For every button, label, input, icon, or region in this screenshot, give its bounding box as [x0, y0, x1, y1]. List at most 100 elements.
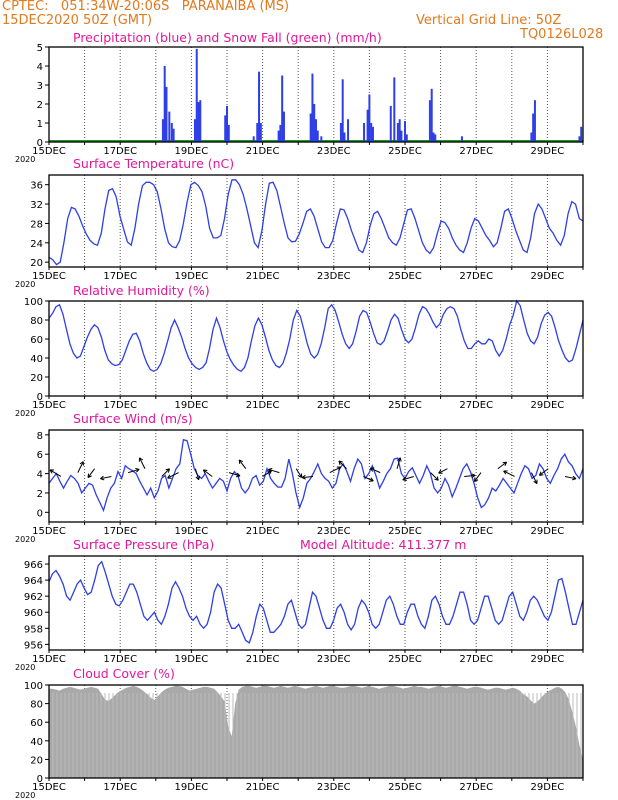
pressure-xtick-label: 27DEC	[459, 654, 493, 665]
wind-arrowhead	[538, 471, 544, 476]
temperature-xtick-label: 27DEC	[459, 271, 493, 282]
precipitation-bar	[282, 111, 285, 142]
precipitation-ytick-label: 3	[37, 81, 43, 92]
cloud-cover-ytick-label: 60	[30, 718, 43, 729]
precipitation-bar	[165, 86, 168, 142]
precipitation-bar	[368, 94, 371, 142]
humidity-xtick-label: 21DEC	[246, 400, 280, 411]
humidity-xtick-label: 23DEC	[317, 400, 351, 411]
precipitation-bar	[170, 123, 173, 142]
wind-arrow	[128, 468, 140, 474]
humidity-ytick-label: 60	[30, 335, 43, 346]
humidity-xtick-label: 27DEC	[459, 400, 493, 411]
cloud-cover-title: Cloud Cover (%)	[73, 666, 175, 681]
wind-arrow	[473, 472, 482, 482]
wind-xtick-label: 23DEC	[317, 526, 351, 537]
precipitation-ytick-label: 5	[37, 43, 43, 54]
precipitation-bar	[363, 123, 366, 142]
wind-arrow	[262, 470, 272, 477]
wind-ytick-label: 2	[37, 489, 43, 500]
precipitation-bar	[315, 119, 317, 142]
pressure-xtick-label: 21DEC	[246, 654, 280, 665]
wind-arrow	[49, 469, 62, 477]
precipitation-bar	[224, 115, 227, 142]
wind-arrow	[370, 467, 381, 474]
precipitation-bar	[320, 136, 323, 142]
wind-arrowhead	[402, 476, 407, 482]
wind-arrow	[295, 468, 303, 478]
precipitation-bar	[259, 123, 262, 142]
precipitation-bar	[311, 73, 314, 142]
pressure-series-line	[48, 560, 584, 644]
precipitation-xtick-label: 25DEC	[388, 146, 422, 157]
pressure-xtick-label: 29DEC	[531, 654, 565, 665]
wind-arrowhead	[336, 466, 342, 471]
header-date: 15DEC2020 50Z (GMT)	[2, 13, 153, 28]
wind-arrow	[539, 468, 549, 476]
wind-arrowhead	[167, 474, 172, 479]
wind-arrowhead	[165, 468, 170, 473]
cloud-cover-ytick-label: 20	[30, 755, 43, 766]
wind-arrowhead	[502, 461, 508, 466]
cloud-cover-ytick-label: 100	[24, 681, 43, 692]
wind-arrowhead	[473, 477, 479, 482]
wind-arrowhead	[369, 477, 374, 482]
wind-xtick-label: 29DEC	[531, 526, 565, 537]
cloud-cover-xtick-label: 29DEC	[531, 782, 565, 793]
wind-ytick-label: 6	[37, 450, 43, 461]
humidity-xtick-label: 17DEC	[103, 400, 137, 411]
wind-year-label: 2020	[15, 535, 35, 544]
precipitation-bar	[432, 132, 435, 142]
pressure-xtick-label: 25DEC	[388, 654, 422, 665]
temperature-ytick-label: 28	[30, 219, 43, 230]
wind-arrowhead	[533, 479, 538, 485]
wind-arrow	[268, 468, 280, 474]
precipitation-xtick-label: 15DEC	[32, 146, 66, 157]
wind-arrowhead	[87, 473, 92, 478]
temperature-ytick-label: 24	[30, 239, 43, 250]
wind-arrow	[139, 457, 146, 469]
wind-arrowhead	[471, 473, 476, 479]
wind-arrow	[194, 468, 200, 480]
wind-arrowhead	[49, 469, 55, 474]
precipitation-title: Precipitation (blue) and Snow Fall (gree…	[73, 30, 382, 45]
pressure-ytick-label: 960	[24, 608, 43, 619]
humidity-ytick-label: 80	[30, 316, 43, 327]
wind-arrow	[87, 468, 95, 478]
humidity-xtick-label: 15DEC	[32, 400, 66, 411]
wind-arrow	[497, 461, 507, 470]
cloud-cover-xtick-label: 15DEC	[32, 782, 66, 793]
precipitation-xtick-label: 17DEC	[103, 146, 137, 157]
precipitation-bar	[163, 66, 166, 142]
precipitation-bar	[341, 79, 344, 142]
precipitation-bar	[370, 123, 373, 142]
wind-arrowhead	[301, 474, 306, 480]
humidity-xtick-label: 25DEC	[388, 400, 422, 411]
wind-arrow	[301, 475, 314, 479]
precipitation-ytick-label: 2	[37, 100, 43, 111]
wind-arrowhead	[195, 475, 201, 481]
precipitation-bar	[161, 119, 164, 142]
wind-arrowhead	[503, 470, 508, 475]
wind-arrowhead	[238, 459, 244, 464]
wind-arrow	[238, 459, 247, 470]
cloud-cover-xtick-label: 19DEC	[175, 782, 209, 793]
precipitation-bar	[532, 113, 535, 142]
precipitation-bar	[460, 136, 463, 142]
precipitation-bar	[393, 77, 396, 142]
pressure-ytick-label: 956	[24, 640, 43, 651]
wind-ytick-label: 0	[37, 508, 43, 519]
wind-arrow	[464, 474, 476, 477]
humidity-series-line	[48, 299, 584, 373]
precipitation-xtick-label: 23DEC	[317, 146, 351, 157]
wind-arrow	[396, 457, 401, 469]
precipitation-bar	[430, 88, 433, 142]
wind-arrowhead	[79, 461, 84, 466]
pressure-frame	[48, 555, 584, 651]
wind-arrowhead	[202, 469, 208, 474]
precipitation-bar	[227, 124, 230, 142]
precipitation-bar	[578, 136, 581, 142]
header-model-id: TQ0126L028	[520, 27, 604, 42]
pressure-ytick-label: 966	[24, 560, 43, 571]
wind-arrowhead	[297, 473, 303, 478]
